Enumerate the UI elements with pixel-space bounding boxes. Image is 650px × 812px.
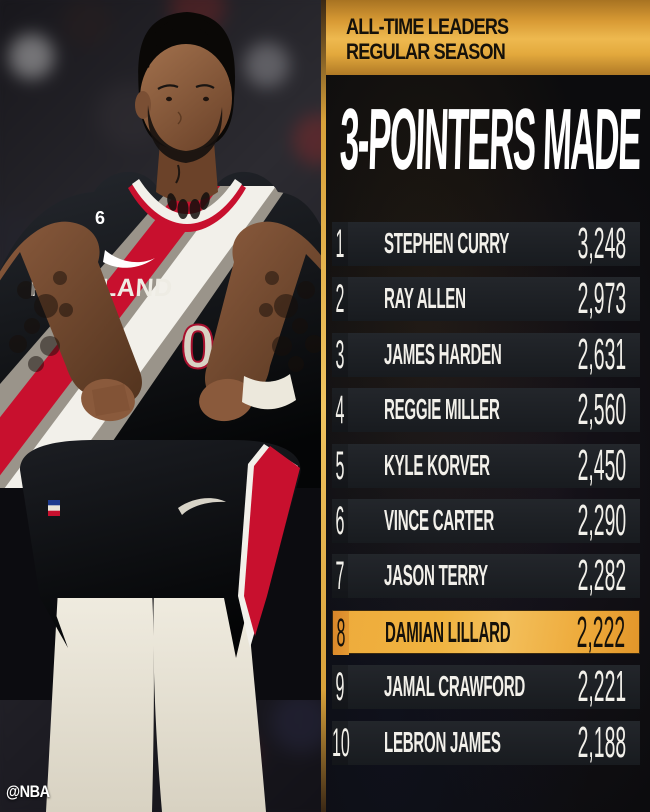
svg-text:6: 6: [95, 208, 105, 228]
